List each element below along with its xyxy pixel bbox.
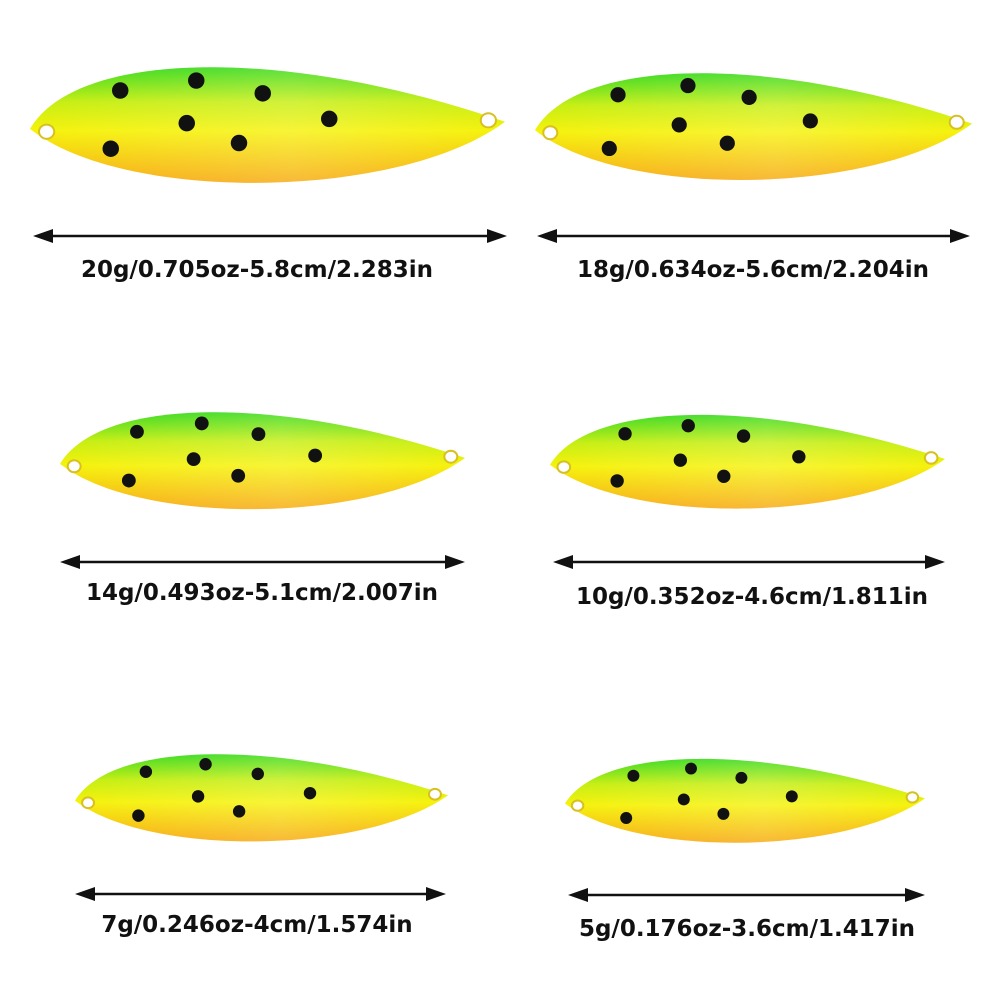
arrow-head-right — [950, 229, 970, 243]
lure-spot — [673, 453, 688, 467]
arrow-head-left — [33, 229, 53, 243]
arrow-head-left — [568, 888, 588, 902]
dimension-arrow — [75, 887, 446, 901]
arrow-head-right — [487, 229, 507, 243]
lure-spot — [121, 473, 136, 488]
lure-hole-left — [66, 459, 82, 474]
lure-spot — [199, 758, 212, 771]
lure-1 — [535, 73, 972, 180]
lure-5 — [565, 758, 925, 843]
arrow-head-right — [445, 555, 465, 569]
lure-spot — [232, 805, 246, 818]
lure-4 — [75, 754, 448, 842]
dimension-arrow — [33, 229, 507, 243]
lure-spot — [741, 89, 757, 105]
lure-spot — [231, 468, 246, 483]
lure-spot — [132, 809, 145, 822]
lure-size-label-7g: 7g/0.246oz-4cm/1.574in — [101, 912, 413, 938]
lure-spot — [251, 767, 264, 781]
lure-spot — [251, 427, 266, 442]
lure-2 — [60, 412, 465, 510]
lure-spot — [792, 450, 806, 464]
lure-size-label-5g: 5g/0.176oz-3.6cm/1.417in — [578, 916, 916, 942]
lure-spot — [717, 807, 730, 820]
arrow-head-left — [60, 555, 80, 569]
lure-hole-right — [443, 449, 459, 464]
lure-hole-right — [905, 791, 920, 804]
arrow-head-left — [553, 555, 573, 569]
arrow-head-right — [426, 887, 446, 901]
lure-spot — [677, 793, 690, 806]
lure-hole-right — [948, 114, 965, 130]
lure-spot — [303, 786, 317, 800]
lure-spot — [802, 113, 818, 129]
lure-hole-left — [81, 796, 96, 810]
arrow-head-left — [537, 229, 557, 243]
lure-spot — [620, 812, 633, 824]
lure-hole-left — [556, 460, 572, 474]
lure-spot — [736, 429, 751, 443]
dimension-arrow — [537, 229, 970, 243]
lure-0 — [30, 67, 505, 183]
lure-spot — [610, 474, 624, 488]
lure-spot — [188, 72, 205, 89]
lure-spot — [610, 87, 626, 103]
lure-hole-right — [479, 112, 497, 129]
lure-spot — [735, 771, 748, 784]
lure-size-label-18g: 18g/0.634oz-5.6cm/2.204in — [576, 257, 930, 283]
lure-spot — [230, 134, 248, 152]
lure-spot — [254, 85, 271, 102]
lure-size-label-20g: 20g/0.705oz-5.8cm/2.283in — [80, 257, 434, 283]
lure-spot — [186, 452, 201, 467]
lure-spot — [671, 117, 687, 133]
arrow-head-right — [925, 555, 945, 569]
lure-spot — [785, 790, 798, 803]
lure-hole-left — [38, 123, 56, 140]
lure-spot — [627, 769, 640, 782]
lure-size-label-14g: 14g/0.493oz-5.1cm/2.007in — [85, 580, 439, 606]
lure-spot — [321, 110, 338, 128]
lure-spot — [130, 424, 144, 439]
lure-spot — [681, 419, 695, 433]
lure-spot — [618, 427, 632, 441]
lure-hole-right — [923, 451, 939, 465]
lure-spot — [191, 790, 205, 803]
lure-sheen — [535, 73, 972, 180]
lure-sheen — [550, 414, 945, 509]
lure-hole-right — [427, 787, 442, 801]
dimension-arrow — [568, 888, 925, 902]
lure-spot — [601, 140, 617, 157]
lure-spot — [717, 469, 731, 483]
arrow-head-right — [905, 888, 925, 902]
lure-hole-left — [542, 125, 559, 141]
lure-spot — [178, 114, 195, 132]
lure-spot — [719, 135, 735, 151]
lure-3 — [550, 414, 945, 509]
lure-sheen — [565, 758, 925, 843]
lure-sheen — [60, 412, 465, 510]
lure-spot — [102, 140, 119, 157]
lure-hole-left — [570, 799, 585, 812]
lure-spot — [194, 416, 209, 431]
lure-sheen — [30, 67, 505, 183]
lure-sheen — [75, 754, 448, 842]
lure-spot — [308, 448, 323, 463]
lure-spot — [112, 82, 129, 99]
lure-size-label-10g: 10g/0.352oz-4.6cm/1.811in — [575, 584, 929, 610]
dimension-arrow — [60, 555, 465, 569]
dimension-arrow — [553, 555, 945, 569]
arrow-head-left — [75, 887, 95, 901]
lure-spot — [680, 77, 696, 94]
lure-spot — [139, 765, 153, 778]
lure-spot — [685, 762, 697, 775]
